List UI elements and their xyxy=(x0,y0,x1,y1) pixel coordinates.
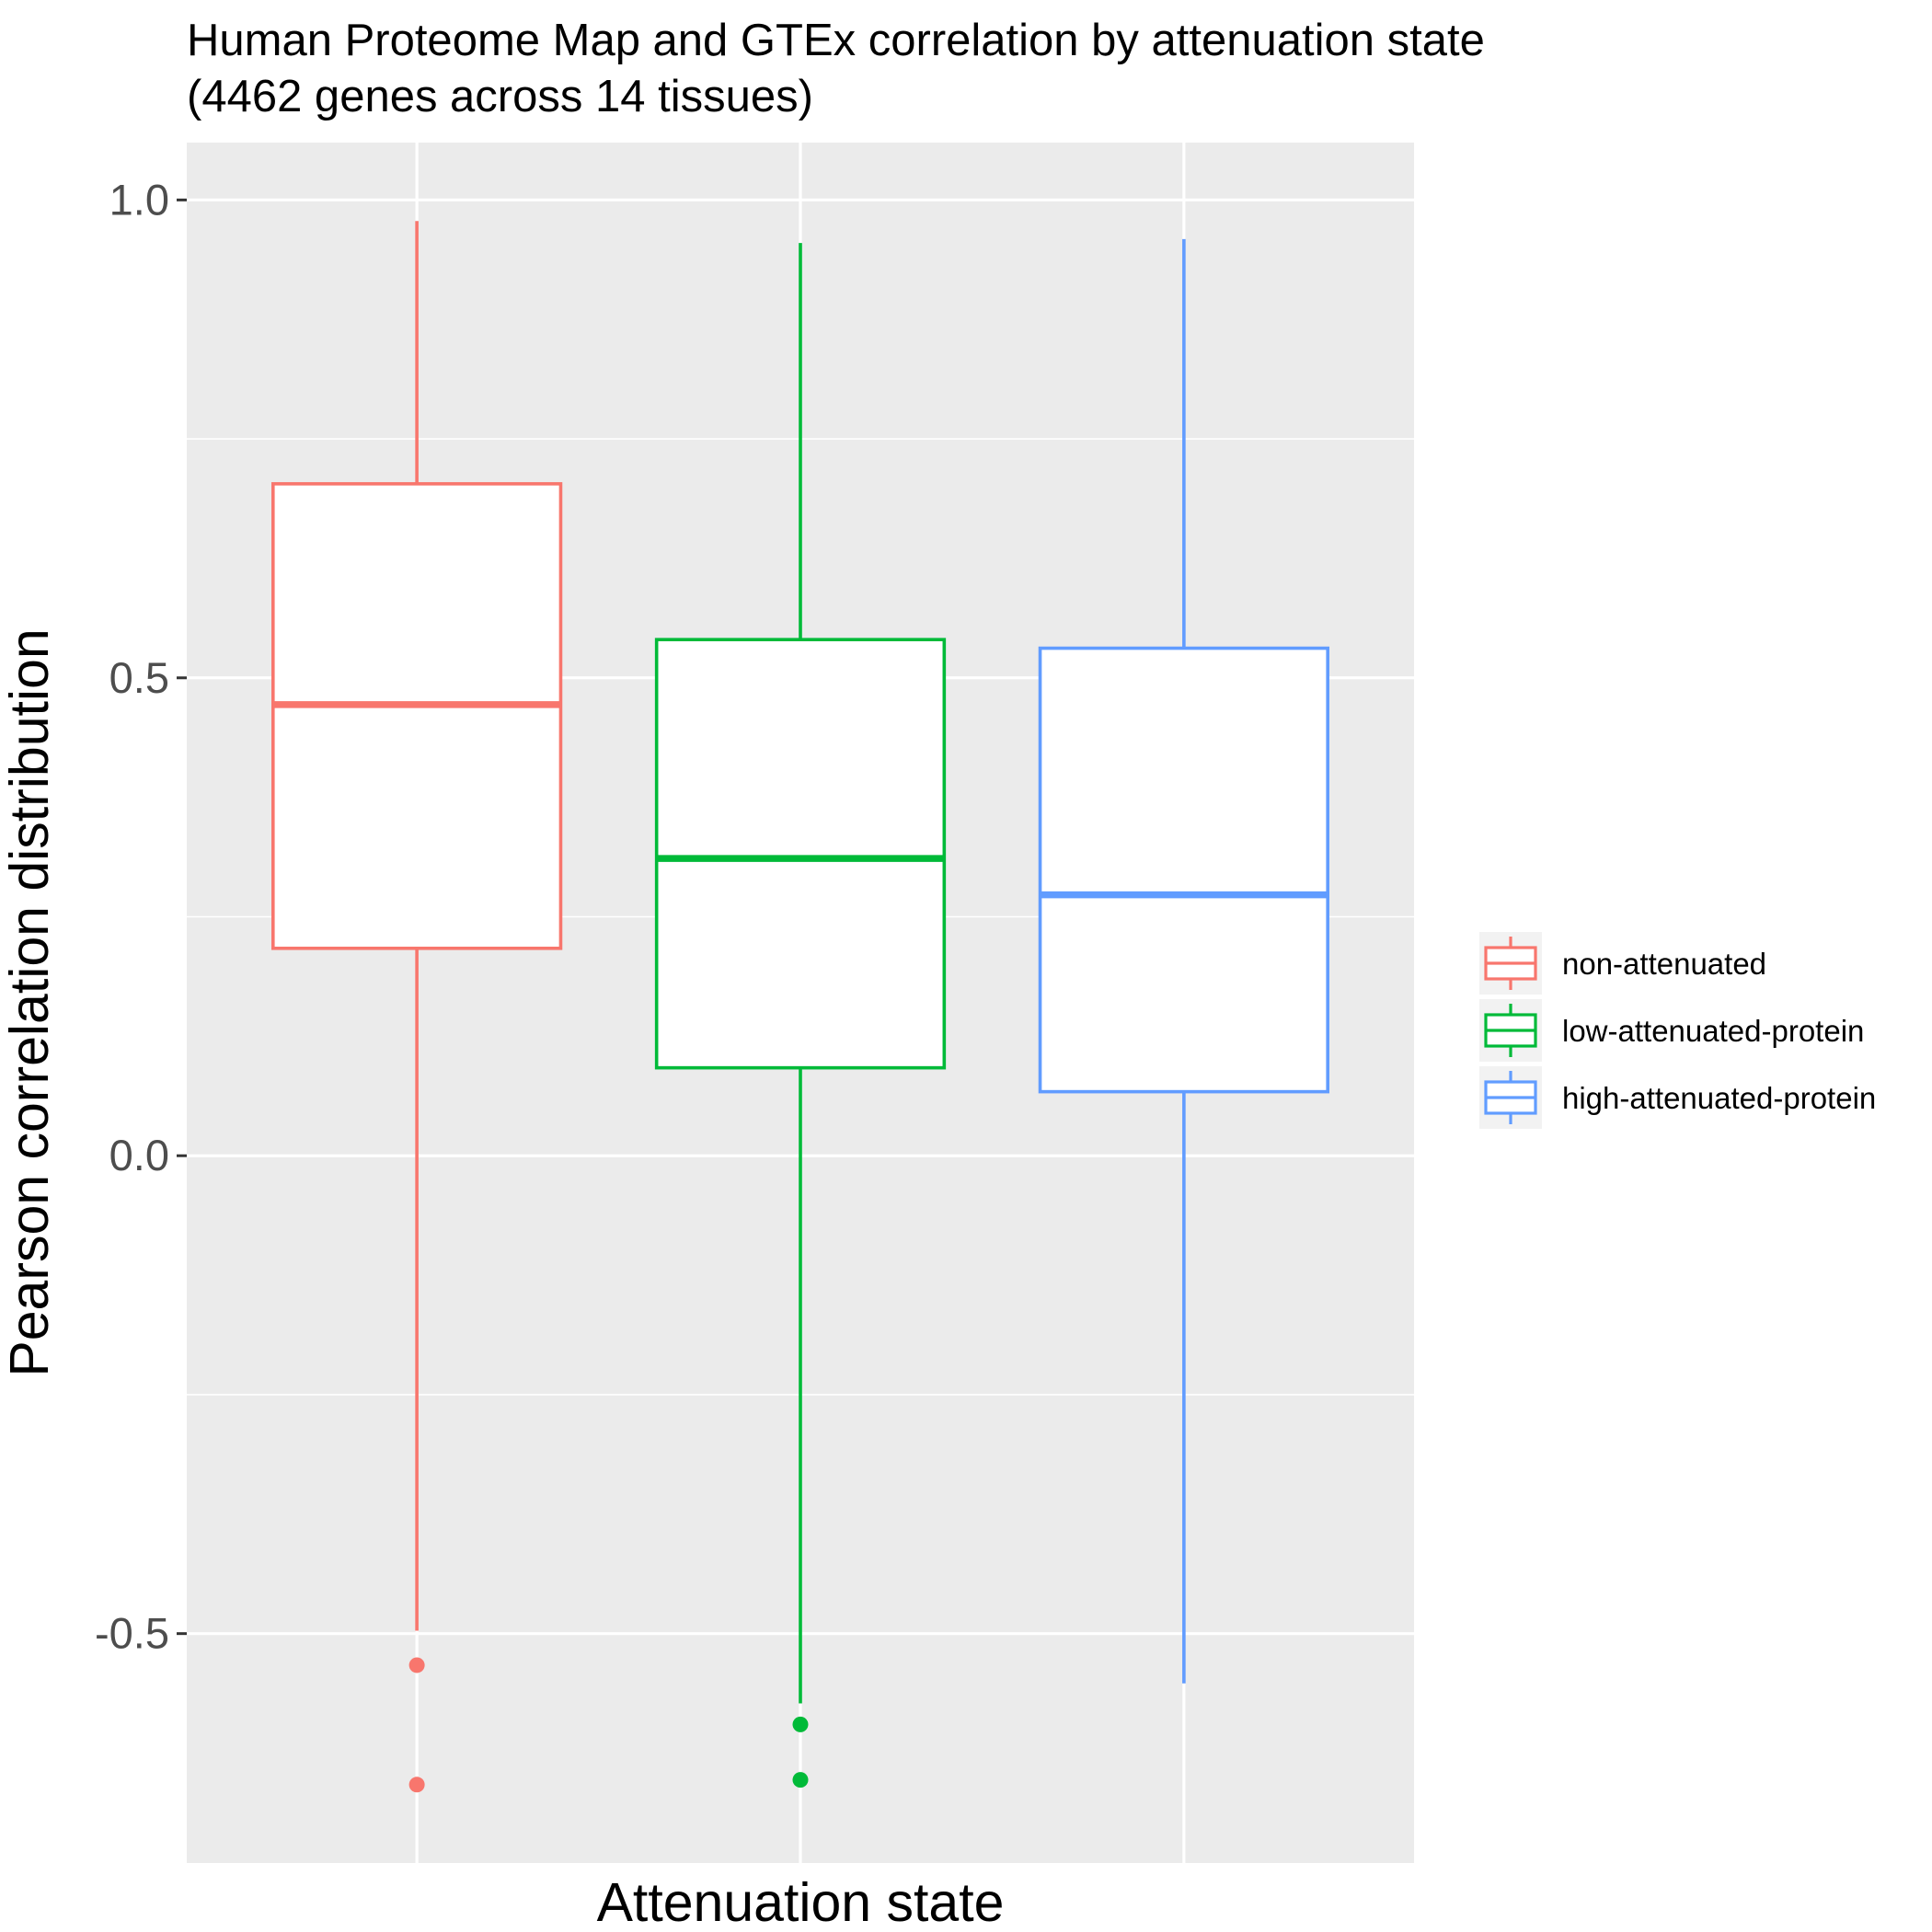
box-low-attenuated-protein xyxy=(654,243,947,1788)
legend-item-low-attenuated-protein: low-attenuated-protein xyxy=(1479,999,1864,1062)
chart-subtitle: (4462 genes across 14 tissues) xyxy=(187,72,813,121)
outlier-point xyxy=(408,1657,425,1673)
legend-label: low-attenuated-protein xyxy=(1562,1014,1864,1048)
box-non-attenuated xyxy=(270,221,563,1793)
box-iqr xyxy=(270,482,563,950)
legend-label: non-attenuated xyxy=(1562,947,1766,981)
legend: non-attenuated low-attenuated-protein high… xyxy=(1479,932,1876,1129)
box-iqr xyxy=(654,638,947,1070)
legend-item-non-attenuated: non-attenuated xyxy=(1479,932,1766,995)
y-tick-label: 0.0 xyxy=(109,1131,169,1179)
y-tick-label: 0.5 xyxy=(109,653,169,702)
y-tick-label: 1.0 xyxy=(109,175,169,224)
chart-title: Human Proteome Map and GTEx correlation … xyxy=(187,16,1485,65)
box-group xyxy=(270,221,1330,1793)
legend-item-high-attenuated-protein: high-attenuated-protein xyxy=(1479,1066,1876,1129)
x-axis-title: Attenuation state xyxy=(597,1872,1005,1932)
outlier-point xyxy=(408,1777,425,1793)
y-axis-title: Pearson correlation distribution xyxy=(0,628,60,1376)
outlier-point xyxy=(792,1716,809,1732)
outlier-point xyxy=(792,1772,809,1788)
y-tick-label: -0.5 xyxy=(95,1609,169,1658)
y-axis: -0.5 0.0 0.5 1.0 xyxy=(95,175,187,1658)
legend-label: high-attenuated-protein xyxy=(1562,1081,1876,1115)
box-high-attenuated-protein xyxy=(1038,238,1330,1684)
box-iqr xyxy=(1038,646,1330,1094)
